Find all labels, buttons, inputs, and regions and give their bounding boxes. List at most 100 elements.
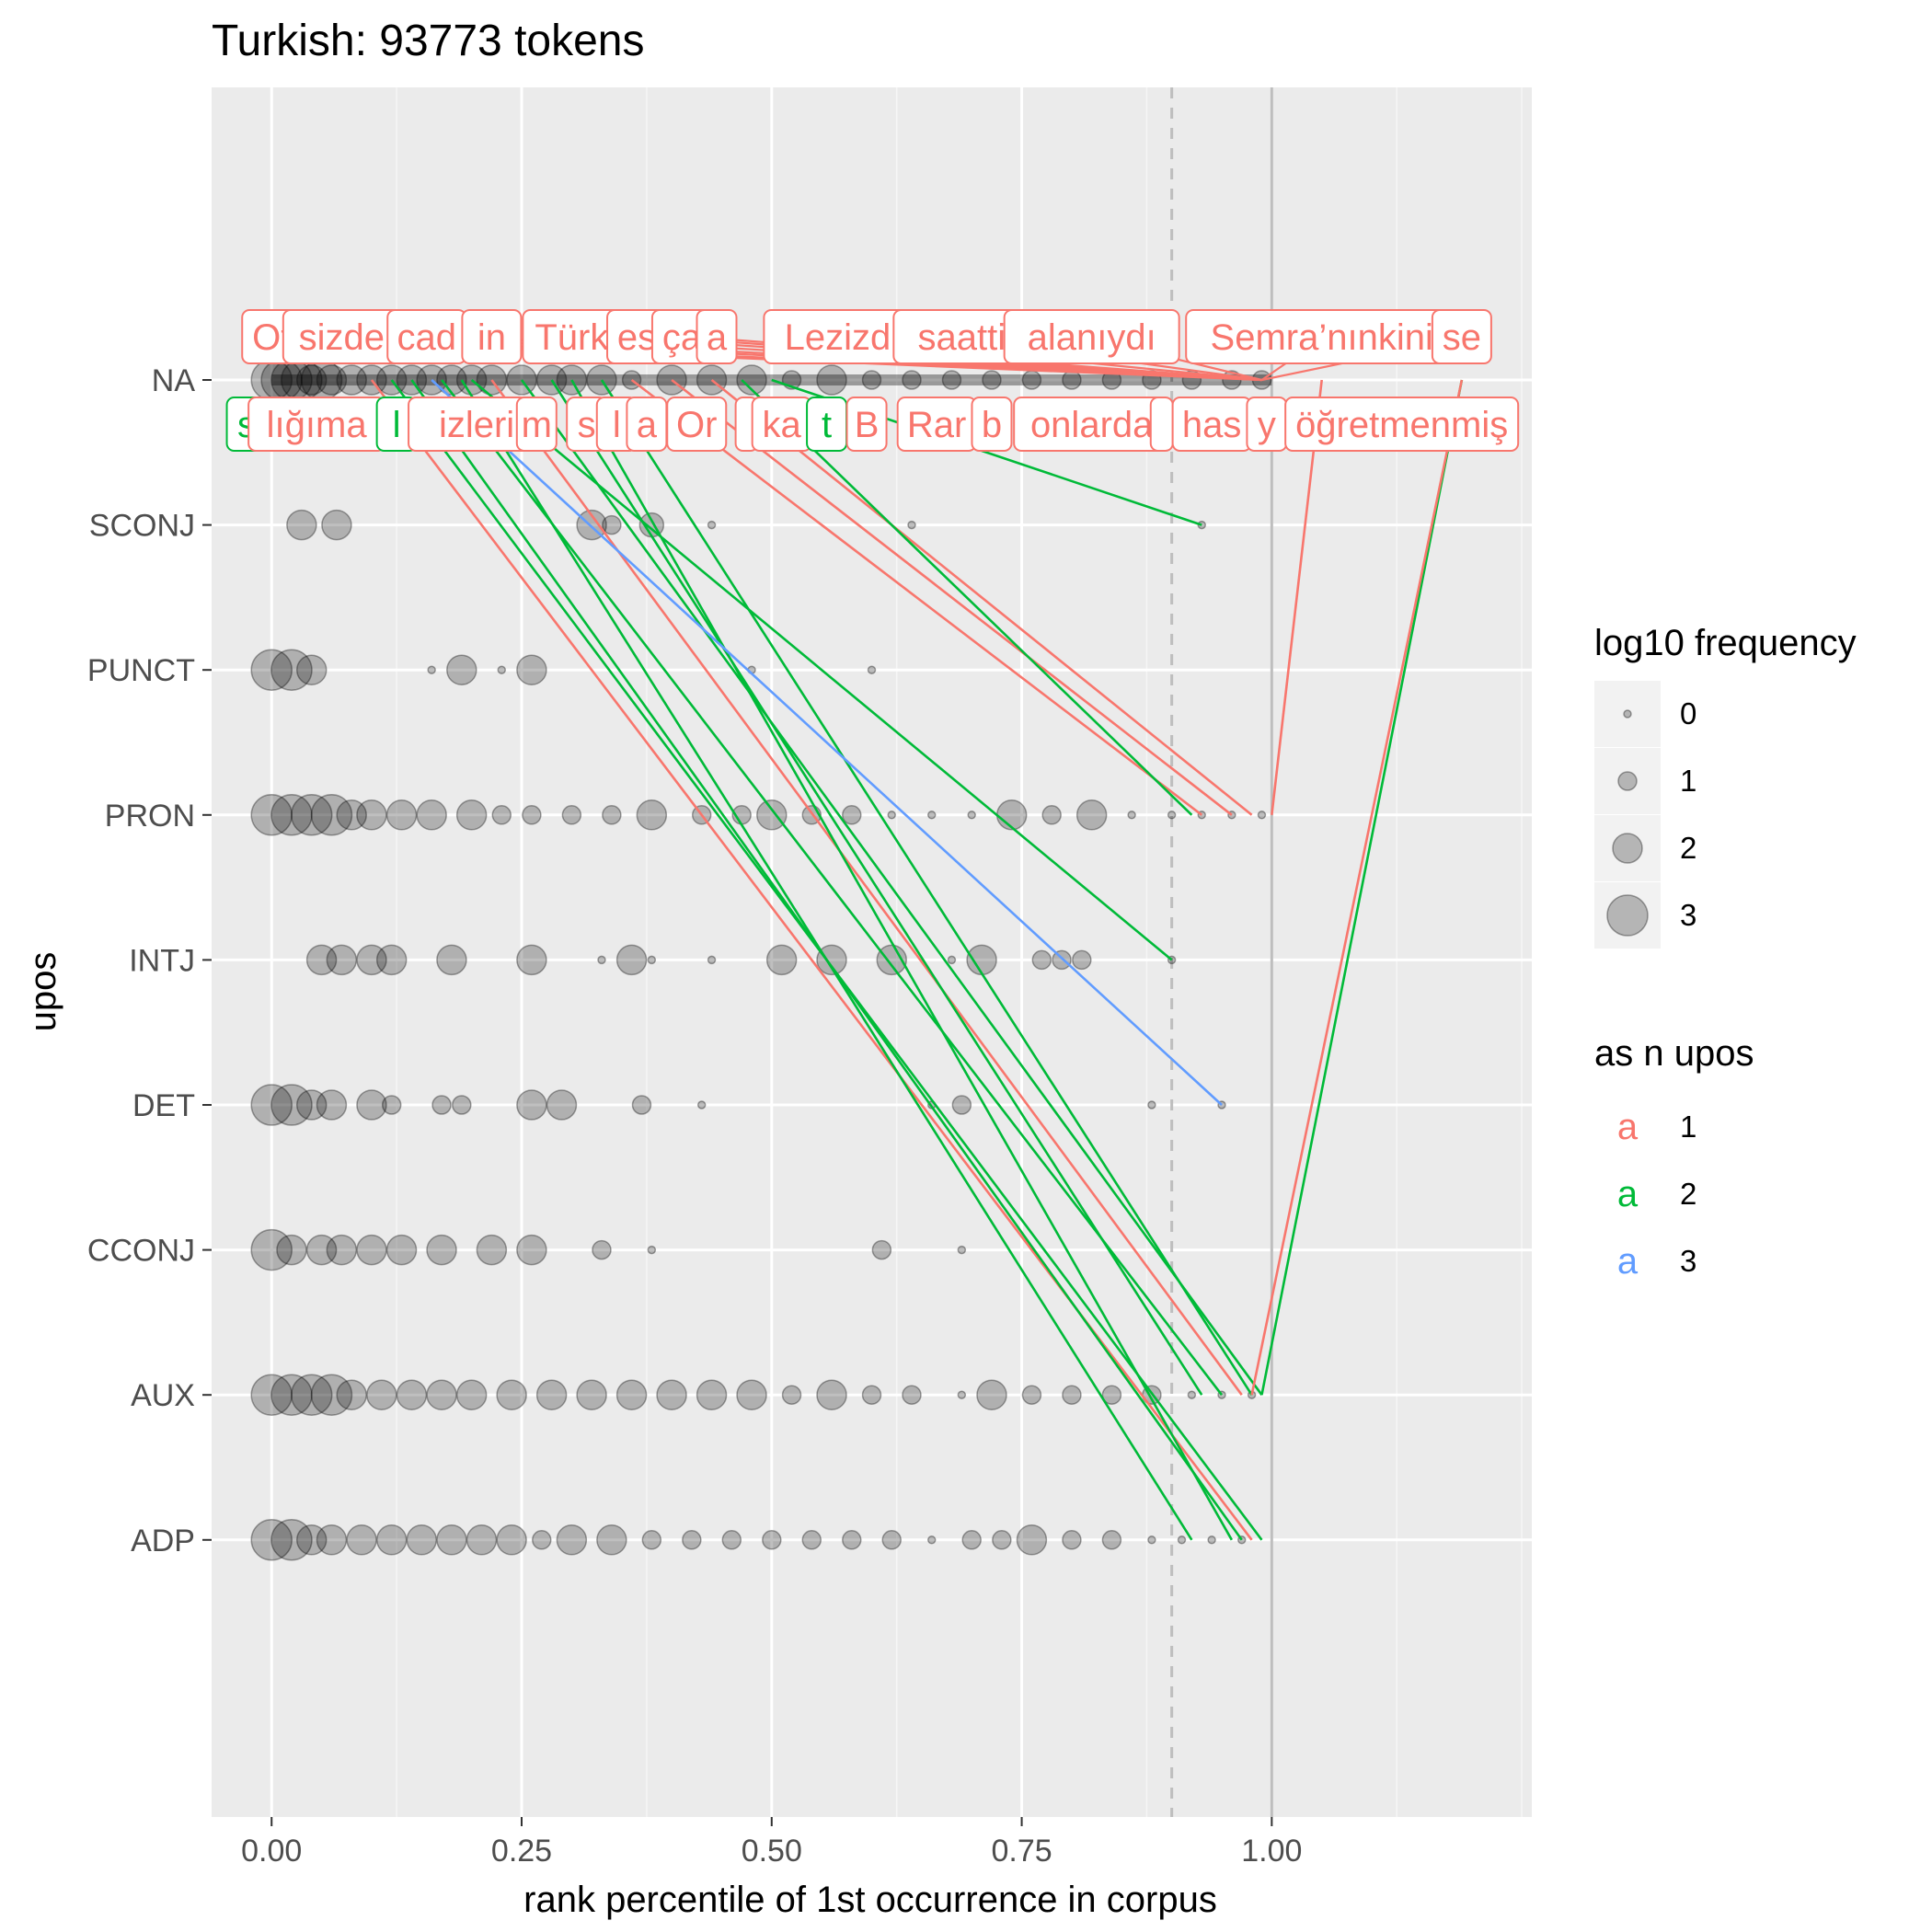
data-point xyxy=(270,1084,313,1126)
label-box xyxy=(696,309,738,364)
data-point xyxy=(295,364,328,396)
legend-size-circle xyxy=(1617,771,1638,791)
data-point xyxy=(316,364,348,396)
point-label: Semra’nınkini xyxy=(1185,309,1459,364)
label-text: cad xyxy=(397,317,456,358)
data-point xyxy=(876,944,907,976)
data-point xyxy=(375,1524,408,1556)
data-point xyxy=(1072,949,1092,971)
data-point xyxy=(516,1089,547,1121)
data-point xyxy=(295,654,328,685)
data-point xyxy=(1257,811,1267,820)
point-label: onlarda xyxy=(1013,397,1171,452)
data-point xyxy=(321,509,352,541)
data-point xyxy=(765,944,798,976)
label-text: y xyxy=(1258,405,1276,445)
label-text: es xyxy=(617,317,656,358)
legend-color-title: as n upos xyxy=(1594,1033,1754,1074)
data-point xyxy=(336,364,367,396)
data-point xyxy=(427,665,436,674)
data-point xyxy=(491,805,512,825)
data-point xyxy=(596,1524,627,1556)
label-text: Türk xyxy=(535,317,609,358)
data-point xyxy=(871,1239,892,1260)
data-point xyxy=(516,654,547,685)
data-point xyxy=(516,944,547,976)
data-point xyxy=(250,1519,293,1561)
label-text: alanıydı xyxy=(1028,317,1156,358)
label-text: onlarda xyxy=(1030,405,1154,445)
connection-line xyxy=(460,379,1193,1541)
data-point xyxy=(305,944,338,976)
label-text: Semra’nınkini xyxy=(1211,317,1433,358)
data-point xyxy=(696,1100,707,1110)
legend-size: log10 frequency 0 1 2 3 xyxy=(1594,623,1857,949)
data-point xyxy=(305,1234,338,1266)
label-text: Or xyxy=(676,405,717,445)
data-point xyxy=(615,944,648,976)
data-point xyxy=(867,665,877,674)
connection-line xyxy=(710,378,1253,816)
data-point xyxy=(1167,811,1177,820)
connection-line xyxy=(1271,379,1323,815)
data-point xyxy=(326,1234,358,1266)
label-text: a xyxy=(707,317,728,358)
connection-line xyxy=(671,378,1233,816)
data-point xyxy=(1127,811,1136,820)
data-point xyxy=(270,794,313,836)
connection-line xyxy=(550,379,1203,1396)
data-point xyxy=(926,1535,937,1545)
legend-size-label: 1 xyxy=(1680,764,1696,798)
data-point xyxy=(842,805,862,825)
data-point xyxy=(1062,1530,1082,1550)
point-label: izleri xyxy=(408,397,546,452)
point-label: a xyxy=(626,397,668,452)
label-text: izleri xyxy=(439,405,514,445)
data-point xyxy=(295,1089,328,1121)
na-dense-band xyxy=(271,374,1272,385)
point-label: Or xyxy=(666,397,728,452)
legend-key xyxy=(1594,681,1661,747)
data-point xyxy=(326,944,358,976)
data-point xyxy=(497,665,507,674)
data-point xyxy=(967,811,976,820)
label-box xyxy=(1431,309,1492,364)
point-label: m xyxy=(515,397,558,452)
label-box xyxy=(461,309,523,364)
data-point xyxy=(250,1374,293,1416)
y-tick-label: PUNCT xyxy=(87,653,195,688)
point-label: öğretmenmiş xyxy=(1284,397,1520,452)
data-point xyxy=(310,794,353,836)
label-text: ka xyxy=(763,405,802,445)
data-point xyxy=(941,370,962,390)
label-box xyxy=(1003,309,1180,364)
data-point xyxy=(546,1089,578,1121)
data-point xyxy=(431,1095,452,1115)
data-point xyxy=(535,1379,568,1410)
x-tick-label: 1.00 xyxy=(1241,1834,1302,1869)
data-point xyxy=(455,799,488,831)
data-point xyxy=(615,1379,648,1410)
connection-line xyxy=(630,378,1203,816)
point-label: Türk xyxy=(522,309,622,364)
point-label: lığıma xyxy=(247,397,386,452)
label-text: s xyxy=(578,405,596,445)
data-point xyxy=(385,799,418,831)
connection-line xyxy=(441,379,1224,1396)
panel-background xyxy=(212,87,1532,1817)
connection-line xyxy=(741,379,1193,816)
legend-size-circle xyxy=(1623,709,1632,719)
plot-panel: Ot sizde cad in Türk es ça a Lezizdi saatti alanıy… xyxy=(212,87,1532,1817)
data-point xyxy=(356,944,387,976)
data-point xyxy=(250,1084,293,1126)
data-point xyxy=(1147,1100,1156,1110)
x-axis: 0.00 0.25 0.50 0.75 1.00 xyxy=(241,1817,1302,1869)
label-box xyxy=(845,397,888,452)
y-tick-label: NA xyxy=(152,363,196,398)
point-label: alanıydı xyxy=(1003,309,1180,364)
label-text: Rar xyxy=(907,405,966,445)
data-point xyxy=(496,1524,527,1556)
y-tick-label: PRON xyxy=(105,799,195,834)
data-point xyxy=(316,1089,348,1121)
data-point xyxy=(656,1379,687,1410)
